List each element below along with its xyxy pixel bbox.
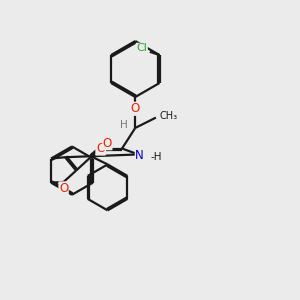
- Text: CH₃: CH₃: [159, 111, 178, 122]
- Text: N: N: [135, 148, 144, 161]
- Text: O: O: [59, 182, 68, 195]
- Text: O: O: [103, 137, 112, 150]
- Text: Cl: Cl: [136, 43, 147, 53]
- Text: O: O: [131, 102, 140, 115]
- Text: -H: -H: [151, 152, 162, 162]
- Text: O: O: [96, 142, 105, 155]
- Text: H: H: [120, 120, 128, 130]
